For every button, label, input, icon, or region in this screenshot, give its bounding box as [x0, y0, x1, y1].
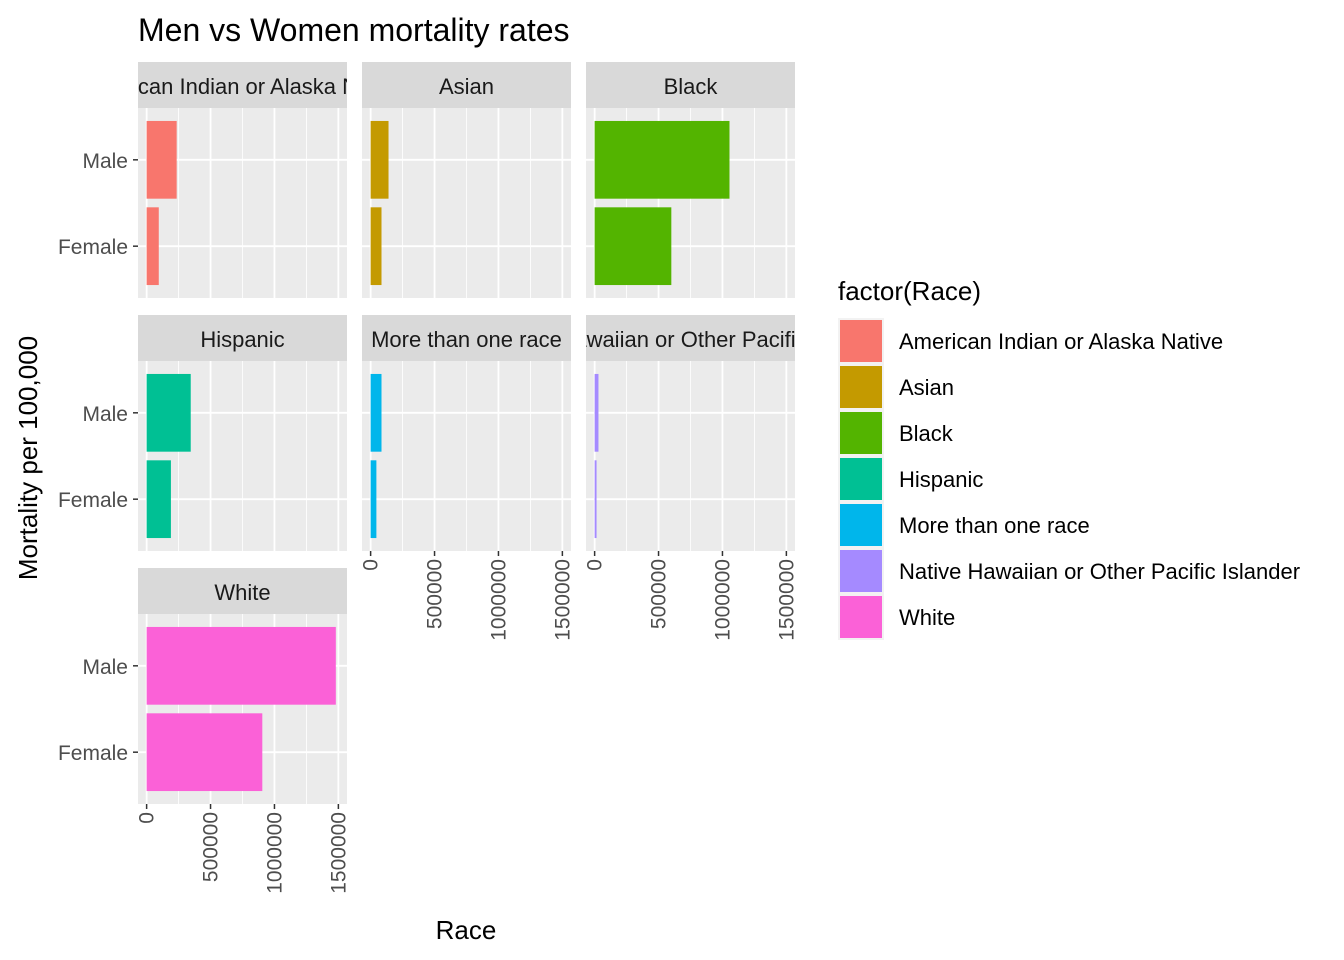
legend-key-asian [840, 366, 882, 408]
y-tick-label: Female [58, 742, 128, 765]
x-tick-label: 500000 [424, 559, 447, 629]
legend-label: White [899, 605, 955, 630]
x-tick-label: 1000000 [263, 812, 286, 894]
x-tick-label: 1500000 [775, 559, 798, 641]
bar-more-than-one-race-female [370, 460, 377, 539]
bar-white-female [146, 713, 263, 792]
x-tick-label: 0 [136, 812, 159, 824]
legend-label: More than one race [899, 513, 1090, 538]
chart-title: Men vs Women mortality rates [138, 12, 570, 48]
bar-more-than-one-race-male [370, 373, 382, 452]
facet-strip-label: White [214, 580, 270, 605]
bar-american-indian-or-alaska-native-female [146, 207, 159, 286]
y-axis-title: Mortality per 100,000 [13, 336, 43, 580]
x-tick-label: 500000 [200, 812, 223, 882]
bar-black-female [594, 207, 672, 286]
facet-strip-label: American Indian or Alaska Native [80, 74, 404, 99]
bar-asian-female [370, 207, 382, 286]
y-tick-label: Female [58, 489, 128, 512]
legend-key-native-hawaiian-or-other-pacific-islander [840, 550, 882, 592]
y-tick-label: Male [82, 656, 128, 679]
facet-panel-hispanic: Hispanic Male Female [58, 315, 347, 551]
facet-strip [586, 62, 795, 108]
bar-hispanic-female [146, 460, 171, 539]
legend-key-more-than-one-race [840, 504, 882, 546]
legend-key-white [840, 596, 882, 638]
facet-strip-label: Black [664, 74, 719, 99]
facet-strip-label: Hispanic [200, 327, 284, 352]
y-tick-label: Male [82, 403, 128, 426]
facet-strip-label: Native Hawaiian or Other Pacific Islande… [490, 327, 891, 352]
facet-strip [362, 62, 571, 108]
bar-hispanic-male [146, 373, 191, 452]
bar-native-hawaiian-or-other-pacific-islander-male [594, 373, 599, 452]
legend-key-black [840, 412, 882, 454]
bar-american-indian-or-alaska-native-male [146, 120, 177, 199]
y-tick-label: Female [58, 236, 128, 259]
facet-panel-white: White Male Female 0 500000 1000000 1500000 [58, 568, 350, 894]
bar-black-male [594, 120, 730, 199]
legend-key-hispanic [840, 458, 882, 500]
x-tick-label: 1000000 [711, 559, 734, 641]
legend-label: Hispanic [899, 467, 983, 492]
facet-strip [586, 315, 795, 361]
facet-strip-label: Asian [439, 74, 494, 99]
y-tick-label: Male [82, 150, 128, 173]
x-tick-label: 1000000 [487, 559, 510, 641]
facet-strip-label: More than one race [371, 327, 562, 352]
legend-label: Black [899, 421, 954, 446]
legend-label: Native Hawaiian or Other Pacific Islande… [899, 559, 1300, 584]
legend: factor(Race) American Indian or Alaska N… [838, 276, 1300, 640]
bar-native-hawaiian-or-other-pacific-islander-female [594, 460, 597, 539]
bar-asian-male [370, 120, 389, 199]
facet-panel-more-than-one-race: More than one race 0 500000 1000000 1500000 [360, 315, 574, 641]
facet-panel-black: Black [586, 62, 795, 298]
bar-white-male [146, 626, 336, 705]
facet-strip [138, 62, 347, 108]
facet-panel-american-indian-or-alaska-native: American Indian or Alaska Native Male Fema… [58, 62, 404, 298]
x-tick-label: 1500000 [551, 559, 574, 641]
facet-panel-native-hawaiian-or-other-pacific-islander: Native Hawaiian or Other Pacific Islande… [490, 315, 891, 641]
legend-key-american-indian-or-alaska-native [840, 320, 882, 362]
facet-strip [138, 568, 347, 614]
facet-strip [362, 315, 571, 361]
x-tick-label: 0 [584, 559, 607, 571]
x-tick-label: 1500000 [327, 812, 350, 894]
facet-panels: American Indian or Alaska Native Male Fema… [58, 62, 891, 894]
x-axis-title: Race [436, 915, 497, 945]
x-tick-label: 0 [360, 559, 383, 571]
legend-title: factor(Race) [838, 276, 981, 306]
facet-strip [138, 315, 347, 361]
legend-label: Asian [899, 375, 954, 400]
x-tick-label: 500000 [648, 559, 671, 629]
facet-panel-asian: Asian [362, 62, 571, 298]
legend-label: American Indian or Alaska Native [899, 329, 1223, 354]
